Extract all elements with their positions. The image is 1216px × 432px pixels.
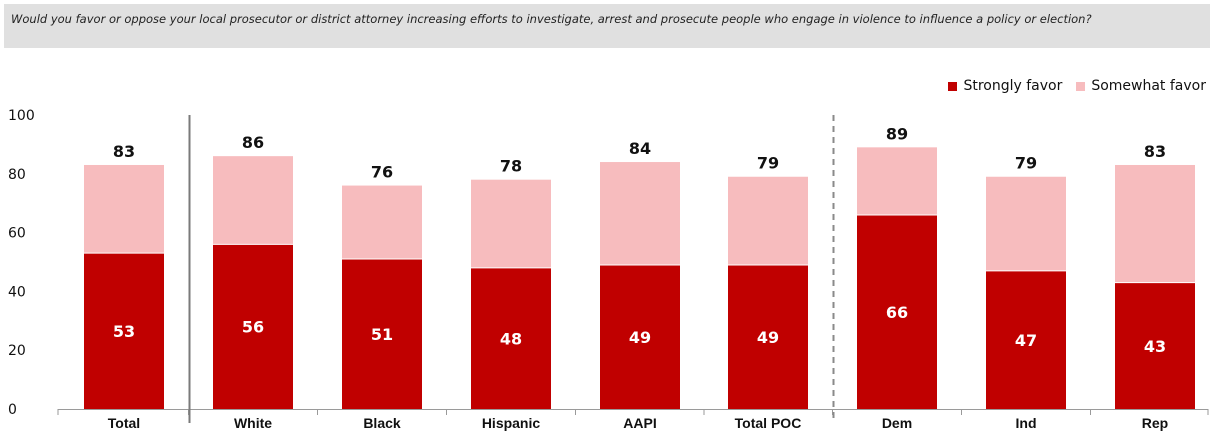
bar-strongly-favor-rep [1115,282,1195,409]
chart-legend: Strongly favor Somewhat favor [934,78,1206,94]
data-label-strongly-favor-black: 51 [371,325,393,344]
y-tick-label-100: 100 [8,108,35,124]
bar-somewhat-favor-black [342,185,422,260]
legend-swatch-somewhat-favor [1076,81,1086,91]
x-category-label-white: White [234,415,272,431]
data-label-strongly-favor-total-poc: 49 [757,328,779,347]
bar-strongly-favor-ind [986,270,1066,409]
bar-somewhat-favor-hispanic [471,179,551,268]
data-label-strongly-favor-white: 56 [242,318,264,337]
bar-somewhat-favor-total [84,164,164,254]
bar-strongly-favor-aapi [600,264,680,409]
legend-item-strongly-favor: Strongly favor [948,78,1062,94]
x-category-label-rep: Rep [1142,415,1168,431]
bar-strongly-favor-black [342,259,422,409]
bar-strongly-favor-dem [857,214,937,409]
x-category-label-hispanic: Hispanic [482,415,541,431]
data-label-total-white: 86 [242,133,264,152]
bar-somewhat-favor-total-poc [728,176,808,265]
y-tick-label-80: 80 [8,167,26,183]
x-category-label-ind: Ind [1016,415,1037,431]
bar-strongly-favor-total-poc [728,264,808,409]
bar-somewhat-favor-white [213,156,293,245]
question-text: Would you favor or oppose your local pro… [4,4,1210,48]
data-label-strongly-favor-total: 53 [113,322,135,341]
data-label-total-black: 76 [371,163,393,182]
bar-strongly-favor-hispanic [471,267,551,409]
bar-somewhat-favor-ind [986,176,1066,271]
data-label-total-hispanic: 78 [500,157,522,176]
bar-somewhat-favor-aapi [600,162,680,265]
x-category-label-black: Black [363,415,401,431]
y-tick-label-60: 60 [8,226,26,242]
legend-label-strongly-favor: Strongly favor [963,78,1063,94]
data-label-total-aapi: 84 [629,139,651,158]
data-label-total-dem: 89 [886,124,908,143]
data-label-total-ind: 79 [1015,154,1037,173]
data-label-strongly-favor-rep: 43 [1144,337,1166,356]
bar-somewhat-favor-rep [1115,164,1195,283]
data-label-strongly-favor-aapi: 49 [629,328,651,347]
data-label-strongly-favor-dem: 66 [886,303,908,322]
bar-strongly-favor-white [213,244,293,409]
x-category-label-dem: Dem [882,415,912,431]
data-label-total-total-poc: 79 [757,154,779,173]
bar-somewhat-favor-dem [857,147,937,215]
data-label-total-rep: 83 [1144,142,1166,161]
legend-item-somewhat-favor: Somewhat favor [1076,78,1206,94]
x-category-label-total-poc: Total POC [735,415,802,431]
legend-label-somewhat-favor: Somewhat favor [1091,78,1206,94]
bar-strongly-favor-total [84,253,164,409]
x-category-label-aapi: AAPI [623,415,656,431]
legend-swatch-strongly-favor [948,81,958,91]
y-tick-label-20: 20 [8,343,26,359]
data-label-strongly-favor-hispanic: 48 [500,329,522,348]
y-tick-label-0: 0 [8,402,17,418]
x-category-label-total: Total [108,415,140,431]
y-tick-label-40: 40 [8,284,26,300]
data-label-total-total: 83 [113,142,135,161]
data-label-strongly-favor-ind: 47 [1015,331,1037,350]
